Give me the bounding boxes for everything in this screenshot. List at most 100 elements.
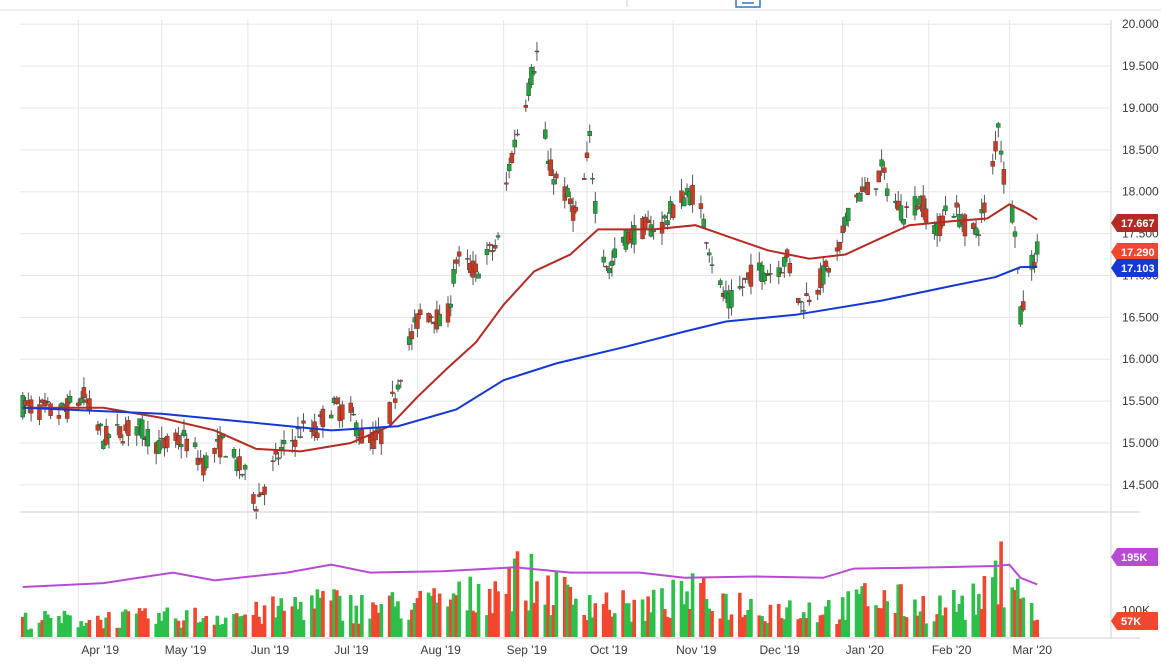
- candle-body: [251, 494, 256, 504]
- volume-bar: [162, 611, 167, 637]
- candle: [95, 420, 101, 435]
- candle: [120, 434, 126, 446]
- volume-bar: [332, 589, 336, 637]
- candle-body: [437, 313, 442, 327]
- volume-bar: [76, 627, 81, 637]
- candle-body: [379, 430, 384, 445]
- volume-bar: [251, 614, 256, 637]
- candle: [409, 324, 415, 351]
- candle-body: [612, 248, 617, 258]
- candle: [445, 296, 451, 328]
- volume-bar: [79, 621, 83, 637]
- volume-bar: [571, 604, 575, 637]
- candle: [37, 396, 42, 426]
- volume-bar: [29, 628, 33, 637]
- candle-body: [698, 203, 704, 209]
- candle-body: [826, 268, 831, 273]
- candle-body: [217, 435, 223, 458]
- candle: [493, 239, 498, 252]
- y-tick-label: 19.000: [1122, 101, 1159, 115]
- candle: [526, 78, 531, 102]
- candle: [348, 396, 353, 422]
- volume-bar: [779, 618, 784, 637]
- volume-bar: [740, 617, 745, 637]
- volume-bar: [262, 605, 267, 637]
- volume-bar: [298, 601, 303, 637]
- candle: [940, 209, 945, 229]
- volume-bar: [276, 605, 281, 637]
- y-tick-label: 15.000: [1122, 436, 1159, 450]
- volume-bar: [182, 620, 186, 637]
- candle-body: [406, 336, 412, 345]
- candle-body: [534, 50, 540, 53]
- candle-body: [256, 494, 262, 497]
- x-tick-label: Apr '19: [81, 643, 119, 657]
- candle: [807, 295, 812, 306]
- candle-body: [254, 509, 259, 512]
- candle-body: [98, 423, 103, 427]
- candle: [921, 185, 926, 220]
- candle: [1029, 250, 1034, 281]
- volume-bar: [510, 611, 514, 637]
- candle-body: [465, 258, 470, 260]
- volume-bar: [632, 599, 637, 637]
- volume-bar: [96, 615, 100, 637]
- volume-bar: [184, 610, 189, 637]
- volume-bar: [215, 615, 220, 637]
- candle: [768, 263, 773, 284]
- candle: [679, 179, 684, 209]
- candle: [292, 436, 298, 457]
- candle-body: [454, 259, 459, 264]
- volume-bar: [396, 601, 400, 637]
- volume-bar: [679, 580, 684, 637]
- volume-bar: [999, 541, 1003, 637]
- volume-bar: [824, 606, 828, 637]
- volume-bar: [543, 604, 548, 637]
- volume-bar: [854, 589, 859, 637]
- y-tick-label: 19.500: [1122, 59, 1159, 73]
- volume-bar: [146, 618, 150, 637]
- volume-bar: [918, 611, 923, 637]
- volume-bar: [310, 595, 314, 637]
- candle: [456, 245, 462, 267]
- candle-body: [67, 396, 73, 403]
- candle: [670, 202, 676, 220]
- volume-bar: [710, 610, 714, 637]
- volume-bar: [446, 606, 450, 637]
- candle: [406, 328, 412, 351]
- volume-bar: [457, 581, 461, 637]
- candle-body: [106, 434, 112, 438]
- volume-bar: [782, 619, 787, 637]
- volume-bar: [1021, 597, 1026, 637]
- volume-bar: [729, 614, 734, 637]
- candle: [418, 303, 423, 320]
- candle: [117, 426, 123, 441]
- candle: [601, 249, 606, 268]
- volume-bar: [857, 594, 862, 637]
- candle-body: [145, 429, 151, 447]
- volume-tag: 195K: [1111, 548, 1158, 566]
- volume-bar: [474, 612, 478, 637]
- volume-bar: [738, 592, 742, 637]
- candle-body: [748, 264, 754, 287]
- candle-body: [729, 290, 734, 308]
- candle-body: [837, 241, 843, 250]
- candle: [607, 262, 612, 280]
- candle-body: [176, 435, 181, 445]
- candle: [320, 405, 326, 438]
- x-tick-label: Jun '19: [251, 643, 290, 657]
- candle-body: [973, 227, 979, 236]
- candle-body: [904, 206, 909, 209]
- candle: [1001, 161, 1007, 194]
- candle-body: [821, 265, 826, 285]
- volume-bar: [651, 589, 656, 637]
- candle: [879, 149, 884, 176]
- volume-bar: [204, 616, 209, 637]
- volume-bar: [387, 595, 392, 637]
- candle-body: [901, 219, 907, 225]
- volume-bar: [585, 620, 589, 637]
- candle-body: [1012, 231, 1018, 237]
- candle: [840, 217, 845, 243]
- candle: [782, 255, 787, 278]
